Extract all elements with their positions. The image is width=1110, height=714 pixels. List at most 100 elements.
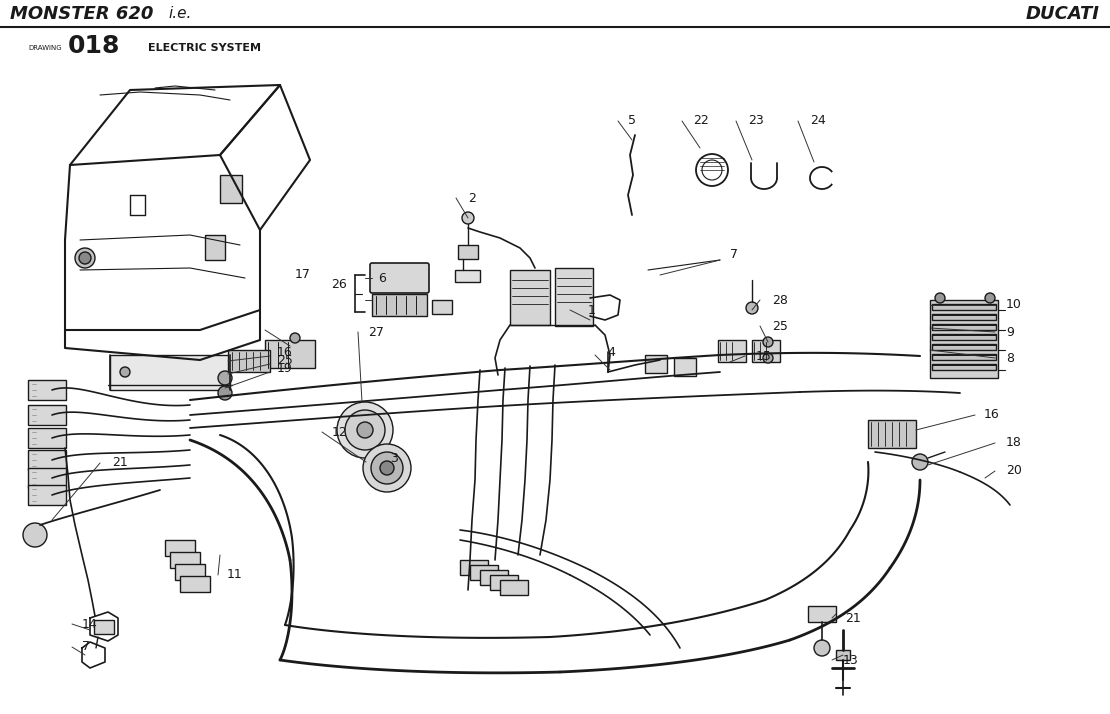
Text: 21: 21 — [845, 611, 860, 625]
Circle shape — [23, 523, 47, 547]
Bar — [205, 235, 225, 260]
Text: 8: 8 — [1006, 351, 1015, 365]
Text: 11: 11 — [228, 568, 243, 581]
Bar — [28, 450, 65, 470]
Bar — [228, 350, 270, 372]
Text: 12: 12 — [332, 426, 347, 438]
Text: 10: 10 — [1006, 298, 1022, 311]
Circle shape — [746, 302, 758, 314]
Circle shape — [380, 461, 394, 475]
Bar — [555, 268, 593, 326]
Text: 16: 16 — [983, 408, 1000, 421]
Circle shape — [462, 212, 474, 224]
Bar — [372, 294, 427, 316]
Bar — [836, 650, 850, 660]
Text: 25: 25 — [278, 353, 293, 366]
Text: 22: 22 — [693, 114, 709, 128]
Circle shape — [218, 386, 232, 400]
Circle shape — [912, 454, 928, 470]
Bar — [932, 314, 996, 320]
Bar — [751, 340, 780, 362]
Bar — [28, 405, 65, 425]
Bar — [509, 270, 549, 325]
Bar — [94, 620, 114, 634]
Circle shape — [120, 367, 130, 377]
Bar — [500, 580, 528, 595]
Text: 1: 1 — [588, 303, 596, 316]
Circle shape — [357, 422, 373, 438]
Text: 7: 7 — [82, 640, 90, 653]
Text: 24: 24 — [810, 114, 826, 128]
Bar — [165, 540, 195, 556]
Bar — [265, 340, 315, 368]
Circle shape — [763, 353, 773, 363]
Bar — [480, 570, 508, 585]
Bar — [930, 300, 998, 378]
Bar — [932, 354, 996, 360]
Circle shape — [814, 640, 830, 656]
Text: DRAWING: DRAWING — [28, 45, 62, 51]
Bar — [718, 340, 746, 362]
Bar — [170, 552, 200, 568]
Text: 7: 7 — [730, 248, 738, 261]
Text: 14: 14 — [82, 618, 98, 630]
Text: DUCATI: DUCATI — [1026, 5, 1100, 23]
Text: 23: 23 — [748, 114, 764, 128]
Bar — [180, 576, 210, 592]
Circle shape — [985, 293, 995, 303]
FancyBboxPatch shape — [370, 263, 428, 293]
Text: 3: 3 — [390, 451, 397, 465]
Circle shape — [218, 371, 232, 385]
Text: 27: 27 — [369, 326, 384, 338]
Bar — [458, 245, 478, 259]
Circle shape — [290, 333, 300, 343]
Bar — [645, 355, 667, 373]
Text: 6: 6 — [379, 271, 386, 284]
Circle shape — [935, 293, 945, 303]
Text: 25: 25 — [771, 319, 788, 333]
Circle shape — [79, 252, 91, 264]
Text: 4: 4 — [607, 346, 615, 358]
Bar — [932, 344, 996, 350]
Text: 17: 17 — [295, 268, 311, 281]
Bar — [932, 324, 996, 330]
Bar — [28, 428, 65, 448]
Text: MONSTER 620: MONSTER 620 — [10, 5, 153, 23]
Bar — [28, 380, 65, 400]
Text: 20: 20 — [1006, 465, 1022, 478]
Bar — [432, 300, 452, 314]
Bar — [932, 304, 996, 310]
Bar — [220, 175, 242, 203]
Text: 19: 19 — [278, 361, 293, 375]
Text: 16: 16 — [278, 346, 293, 358]
Bar — [460, 560, 488, 575]
Bar — [28, 485, 65, 505]
Bar — [932, 334, 996, 340]
Text: 9: 9 — [1006, 326, 1013, 338]
Circle shape — [337, 402, 393, 458]
Bar — [808, 606, 836, 622]
Bar — [110, 355, 230, 390]
Text: ELECTRIC SYSTEM: ELECTRIC SYSTEM — [148, 43, 261, 53]
Bar — [175, 564, 205, 580]
Bar — [455, 270, 480, 282]
Text: 28: 28 — [771, 293, 788, 306]
Circle shape — [763, 337, 773, 347]
Bar — [868, 420, 916, 448]
Text: 2: 2 — [468, 191, 476, 204]
Text: 13: 13 — [842, 653, 859, 666]
Circle shape — [371, 452, 403, 484]
Circle shape — [345, 410, 385, 450]
Text: i.e.: i.e. — [168, 6, 191, 21]
Text: 18: 18 — [1006, 436, 1022, 450]
Bar — [28, 468, 65, 488]
Text: 26: 26 — [331, 278, 346, 291]
Text: 018: 018 — [68, 34, 120, 58]
Circle shape — [75, 248, 95, 268]
Bar — [932, 364, 996, 370]
Text: 15: 15 — [756, 349, 771, 363]
Bar — [470, 565, 498, 580]
Bar — [674, 358, 696, 376]
Text: 21: 21 — [112, 456, 128, 470]
Circle shape — [363, 444, 411, 492]
